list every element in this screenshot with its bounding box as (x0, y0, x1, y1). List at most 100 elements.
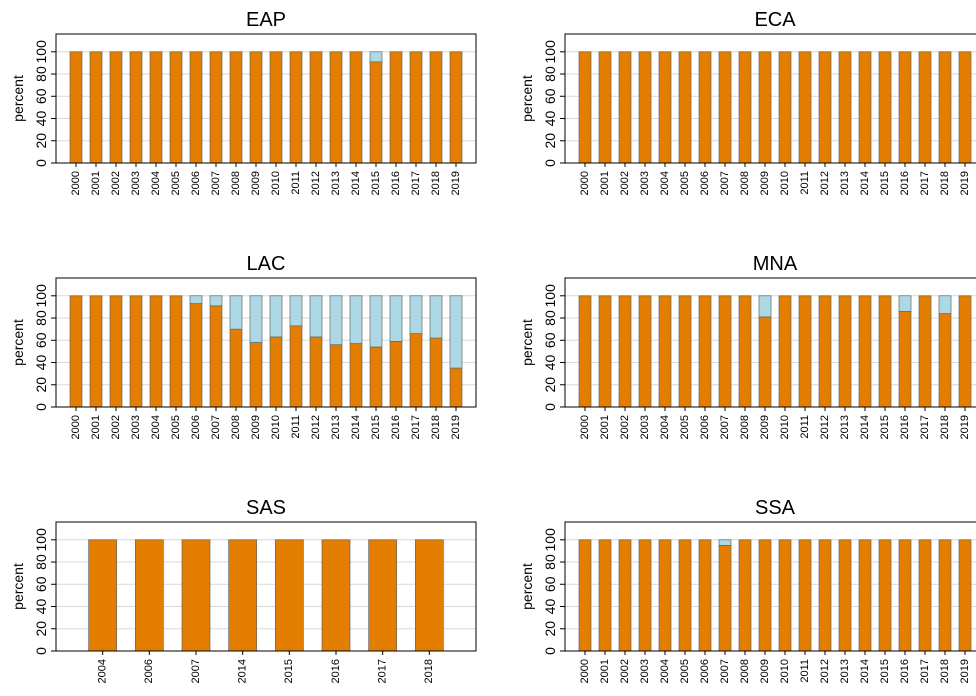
bar-segment (858, 51, 872, 164)
bar-segment (578, 539, 592, 652)
bar-segment (349, 51, 363, 164)
y-tick-label: 60 (542, 576, 558, 592)
x-tick-label: 2014 (859, 415, 871, 439)
x-tick-label: 2018 (430, 171, 442, 195)
y-tick-label: 40 (33, 111, 49, 127)
bar-segment (718, 539, 732, 546)
bar-segment (409, 295, 423, 334)
x-tick-label: 2009 (759, 659, 771, 683)
x-tick-label: 2009 (759, 415, 771, 439)
y-tick-label: 80 (542, 66, 558, 82)
x-tick-label: 2018 (423, 659, 435, 683)
x-tick-label: 2019 (959, 415, 971, 439)
bar-segment (578, 295, 592, 408)
bar-segment (109, 51, 123, 164)
x-tick-label: 2001 (90, 171, 102, 195)
bar-segment (598, 539, 612, 652)
bar-segment (429, 295, 443, 339)
x-tick-label: 2005 (679, 659, 691, 683)
x-tick-label: 2001 (599, 171, 611, 195)
y-tick-label: 20 (542, 621, 558, 637)
y-axis-label: percent (10, 319, 26, 366)
x-tick-label: 2005 (170, 415, 182, 439)
x-tick-label: 2008 (230, 171, 242, 195)
x-tick-label: 2010 (779, 415, 791, 439)
x-tick-label: 2013 (839, 171, 851, 195)
y-tick-label: 40 (33, 599, 49, 615)
x-tick-label: 2007 (190, 659, 202, 683)
x-tick-label: 2001 (599, 659, 611, 683)
bar-segment (169, 295, 183, 408)
bar-segment (938, 313, 952, 408)
plot-frame (55, 33, 477, 164)
bar-segment (169, 51, 183, 164)
x-tick-label: 2000 (70, 171, 82, 195)
x-tick-label: 2006 (699, 659, 711, 683)
x-tick-label: 2008 (739, 171, 751, 195)
x-tick-label: 2002 (619, 415, 631, 439)
bar-segment (918, 539, 932, 652)
bar-segment (309, 51, 323, 164)
y-tick-label: 40 (542, 355, 558, 371)
bar-segment (618, 51, 632, 164)
x-tick-label: 2016 (899, 659, 911, 683)
x-tick-label: 2013 (330, 171, 342, 195)
x-tick-label: 2014 (237, 659, 249, 683)
y-tick-label: 100 (542, 528, 558, 552)
bar-segment (698, 51, 712, 164)
bar-segment (389, 295, 403, 342)
x-tick-label: 2002 (619, 171, 631, 195)
x-tick-label: 2000 (579, 415, 591, 439)
x-tick-label: 2000 (70, 415, 82, 439)
bar-segment (368, 539, 398, 652)
x-tick-label: 2012 (310, 415, 322, 439)
x-tick-label: 2006 (699, 171, 711, 195)
plot-frame (55, 277, 477, 408)
bar-segment (229, 295, 243, 330)
y-tick-label: 100 (33, 528, 49, 552)
x-tick-label: 2007 (210, 171, 222, 195)
y-tick-label: 0 (542, 403, 558, 411)
x-tick-label: 2016 (390, 415, 402, 439)
bar-segment (758, 51, 772, 164)
bar-segment (329, 344, 343, 408)
x-tick-label: 2011 (799, 659, 811, 683)
x-tick-label: 2014 (350, 171, 362, 195)
bar-segment (758, 316, 772, 408)
x-tick-label: 2015 (879, 659, 891, 683)
x-tick-label: 2003 (130, 415, 142, 439)
x-tick-label: 2007 (719, 659, 731, 683)
bar-segment (309, 295, 323, 338)
x-tick-label: 2019 (450, 171, 462, 195)
y-axis-label: percent (10, 563, 26, 610)
y-axis-label: percent (10, 75, 26, 122)
x-tick-label: 2016 (390, 171, 402, 195)
bar-segment (409, 51, 423, 164)
plot-frame (564, 33, 976, 164)
bar-segment (838, 295, 852, 408)
bar-segment (678, 539, 692, 652)
bar-segment (189, 295, 203, 304)
bar-segment (269, 51, 283, 164)
x-tick-label: 2012 (310, 171, 322, 195)
x-tick-label: 2002 (110, 415, 122, 439)
bar-segment (181, 539, 211, 652)
x-tick-label: 2006 (190, 171, 202, 195)
x-tick-label: 2016 (330, 659, 342, 683)
bar-segment (718, 51, 732, 164)
x-tick-label: 2013 (839, 415, 851, 439)
x-tick-label: 2017 (377, 659, 389, 683)
bar-segment (738, 539, 752, 652)
bar-segment (289, 325, 303, 408)
x-tick-label: 2013 (839, 659, 851, 683)
bar-segment (778, 539, 792, 652)
bar-segment (918, 295, 932, 408)
bar-segment (878, 51, 892, 164)
x-tick-label: 2017 (410, 415, 422, 439)
bar-segment (149, 51, 163, 164)
y-tick-label: 0 (33, 647, 49, 655)
x-tick-label: 2001 (90, 415, 102, 439)
x-tick-label: 2010 (779, 659, 791, 683)
panel-title: LAC (247, 253, 286, 275)
x-tick-label: 2014 (859, 659, 871, 683)
